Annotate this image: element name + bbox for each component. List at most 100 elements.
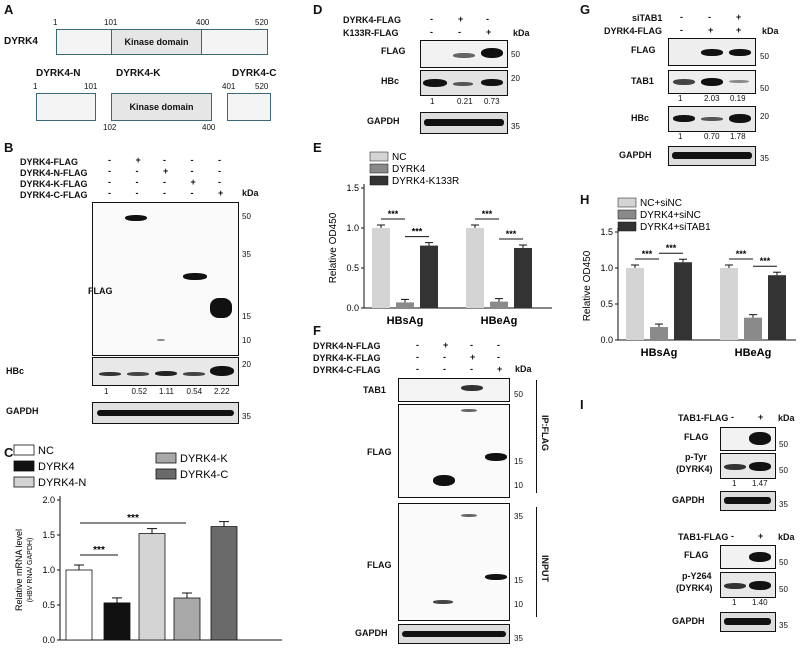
sig-mark: *** (736, 249, 747, 259)
y-axis-label: Relative mRNA level (14, 529, 24, 611)
y-tick-label: 1.5 (600, 227, 613, 237)
legend-label: NC+siNC (640, 198, 682, 209)
dyrk4-n-bar (36, 93, 96, 121)
sig-mark: *** (642, 249, 653, 259)
b-row-3: DYRK4-C-FLAG (20, 190, 88, 200)
sign: + (163, 166, 169, 176)
bar (210, 526, 238, 641)
sign: - (163, 177, 166, 187)
f-row-1: DYRK4-K-FLAG (313, 353, 381, 363)
legend-label: DYRK4-K133R (392, 176, 459, 187)
y-tick-label: 0.0 (346, 303, 359, 313)
f-blot-flag-input (398, 503, 510, 621)
d-label-flag: FLAG (381, 46, 406, 56)
band (210, 298, 232, 318)
bar (65, 569, 93, 641)
i-sign: - (731, 531, 734, 541)
sign: - (218, 166, 221, 176)
quant-value: 1 (104, 387, 109, 396)
d-row-1: K133R-FLAG (343, 28, 399, 38)
sign: - (108, 177, 111, 187)
panel-label-b: B (4, 140, 14, 155)
i-label-gapdh: GAPDH (672, 495, 705, 505)
g-marker: 35 (760, 154, 769, 163)
legend-swatch (617, 221, 637, 232)
panel-label-a: A (4, 2, 14, 17)
legend-swatch (13, 476, 35, 488)
i-blot-flag (720, 427, 776, 451)
sign: - (163, 188, 166, 198)
band (701, 49, 723, 56)
sign: - (497, 352, 500, 362)
band (485, 453, 507, 461)
sign: - (108, 155, 111, 165)
band (729, 49, 751, 56)
i-marker: 50 (779, 440, 788, 449)
band (155, 371, 177, 376)
i-sign: + (758, 531, 764, 541)
panel-label-c: C (4, 445, 14, 460)
d-blot-gapdh (420, 112, 508, 134)
sign: - (470, 340, 473, 350)
legend-label: DYRK4 (392, 164, 426, 175)
band (157, 339, 165, 341)
band (724, 464, 746, 470)
i-blot-gapdh2 (720, 612, 776, 632)
b-marker: 20 (242, 360, 251, 369)
f-blot-gapdh (398, 624, 510, 644)
quant-value: 0.73 (484, 97, 500, 106)
sig-mark: *** (93, 545, 105, 556)
b-marker: 50 (242, 212, 251, 221)
f-kda: kDa (515, 364, 532, 374)
quant-value: 0.52 (131, 387, 148, 396)
band (749, 581, 771, 590)
legend-swatch (369, 175, 389, 186)
g-blot-tab1 (668, 70, 756, 94)
sign: - (416, 352, 419, 362)
b-blot-gapdh (92, 402, 239, 424)
i-label-gapdh2: GAPDH (672, 616, 705, 626)
band (724, 583, 746, 589)
band (673, 79, 695, 85)
band (210, 366, 234, 376)
k-end: 400 (202, 123, 216, 132)
sign: - (443, 352, 446, 362)
band (453, 53, 475, 58)
sign: + (470, 352, 476, 362)
d-marker: 35 (511, 122, 520, 131)
y-axis-label: Relative OD450 (582, 250, 593, 321)
y-tick-label: 0.5 (42, 600, 55, 610)
b-marker: 10 (242, 336, 251, 345)
b-label-hbc: HBc (6, 366, 25, 376)
g-marker: 50 (760, 84, 769, 93)
y-tick-label: 1.5 (346, 183, 359, 193)
legend-swatch (617, 197, 637, 208)
dyrk4-c-label: DYRK4-C (232, 68, 277, 79)
d-kda: kDa (513, 28, 530, 38)
sign: - (218, 155, 221, 165)
f-row-0: DYRK4-N-FLAG (313, 341, 381, 351)
d-marker: 50 (511, 50, 520, 59)
i-label-flag2: FLAG (684, 550, 709, 560)
sign: - (190, 166, 194, 176)
i-label-ptyr: p-Tyr (685, 452, 707, 462)
band (729, 114, 751, 123)
kinase-domain-full: Kinase domain (111, 29, 202, 55)
sign: + (497, 364, 503, 374)
legend-swatch (369, 151, 389, 162)
sign: - (190, 188, 194, 198)
f-marker: 50 (514, 390, 523, 399)
pos-400: 400 (196, 18, 210, 27)
sign: + (736, 25, 742, 35)
bar (674, 262, 692, 340)
sign: - (458, 27, 461, 37)
band (749, 432, 771, 445)
b-label-flag: FLAG (88, 286, 113, 296)
b-row-1: DYRK4-N-FLAG (20, 168, 88, 178)
legend-label: DYRK4-C (180, 469, 228, 481)
i-quant: 1.40 (752, 598, 768, 607)
i-kda: kDa (778, 413, 795, 423)
sign: - (443, 364, 446, 374)
y-tick-label: 0.0 (600, 335, 613, 345)
